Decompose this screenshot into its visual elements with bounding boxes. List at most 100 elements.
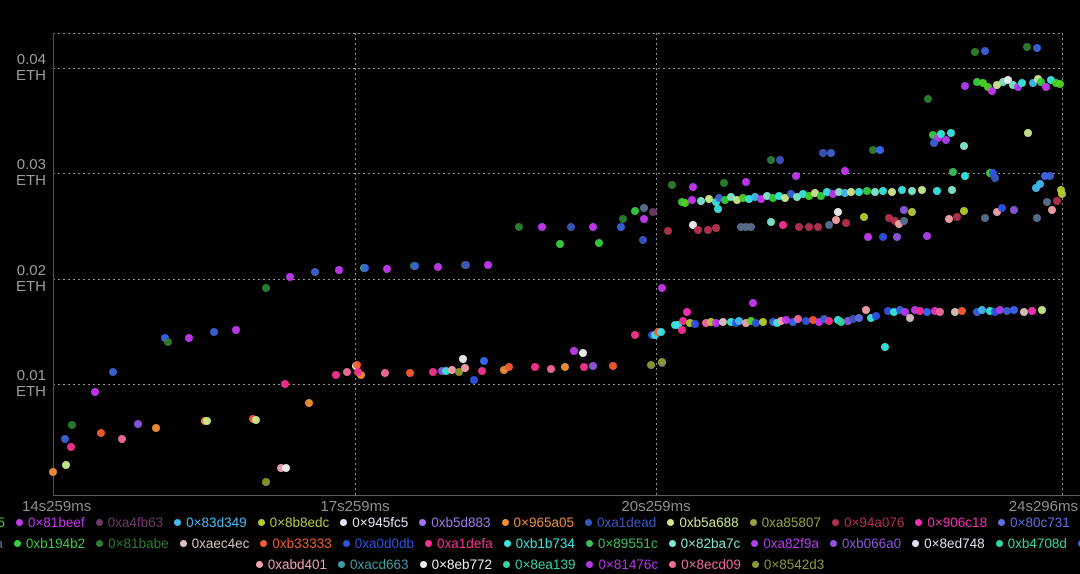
data-point[interactable] — [538, 223, 546, 231]
data-point[interactable] — [751, 193, 759, 201]
data-point[interactable] — [747, 317, 755, 325]
data-point[interactable] — [825, 317, 833, 325]
data-point[interactable] — [951, 308, 959, 316]
legend-item-0x81babe[interactable]: 0×81babe — [96, 536, 169, 551]
data-point[interactable] — [1033, 214, 1041, 222]
data-point[interactable] — [647, 361, 655, 369]
data-point[interactable] — [589, 362, 597, 370]
data-point[interactable] — [769, 194, 777, 202]
data-point[interactable] — [979, 79, 987, 87]
data-point[interactable] — [478, 367, 486, 375]
data-point[interactable] — [999, 78, 1007, 86]
data-point[interactable] — [789, 318, 797, 326]
data-point[interactable] — [1018, 79, 1026, 87]
data-point[interactable] — [862, 306, 870, 314]
data-point[interactable] — [567, 223, 575, 231]
data-point[interactable] — [448, 366, 456, 374]
legend-item-0x945fc5[interactable]: 0×945fc5 — [340, 515, 408, 530]
legend-item-0x8ecd09[interactable]: 0×8ecd09 — [669, 557, 741, 572]
data-point[interactable] — [1047, 76, 1055, 84]
data-point[interactable] — [742, 319, 750, 327]
data-point[interactable] — [936, 308, 944, 316]
data-point[interactable] — [657, 328, 665, 336]
data-point[interactable] — [712, 319, 720, 327]
data-point[interactable] — [210, 328, 218, 336]
data-point[interactable] — [282, 464, 290, 472]
data-point[interactable] — [720, 179, 728, 187]
data-point[interactable] — [960, 142, 968, 150]
data-point[interactable] — [867, 314, 875, 322]
data-point[interactable] — [860, 213, 868, 221]
data-point[interactable] — [802, 317, 810, 325]
data-point[interactable] — [777, 317, 785, 325]
data-point[interactable] — [929, 131, 937, 139]
data-point[interactable] — [343, 368, 351, 376]
legend-item-0x80c731[interactable]: 0×80c731 — [998, 515, 1070, 530]
legend-item-0xa1defa[interactable]: 0xa1defa — [425, 536, 493, 551]
data-point[interactable] — [933, 187, 941, 195]
data-point[interactable] — [640, 204, 648, 212]
data-point[interactable] — [262, 478, 270, 486]
data-point[interactable] — [480, 357, 488, 365]
data-point[interactable] — [742, 178, 750, 186]
data-point[interactable] — [742, 223, 750, 231]
data-point[interactable] — [1033, 44, 1041, 52]
data-point[interactable] — [841, 167, 849, 175]
data-point[interactable] — [1053, 197, 1061, 205]
data-point[interactable] — [1010, 206, 1018, 214]
data-point[interactable] — [686, 319, 694, 327]
data-point[interactable] — [900, 206, 908, 214]
data-point[interactable] — [923, 308, 931, 316]
legend-item-0x978a35[interactable]: 0×978a35 — [0, 515, 5, 530]
data-point[interactable] — [1023, 43, 1031, 51]
data-point[interactable] — [787, 190, 795, 198]
data-point[interactable] — [639, 236, 647, 244]
data-point[interactable] — [712, 224, 720, 232]
data-point[interactable] — [947, 129, 955, 137]
legend-item-0x81beef[interactable]: 0×81beef — [15, 515, 85, 530]
legend-item-0x965a05[interactable]: 0×965a05 — [501, 515, 574, 530]
data-point[interactable] — [930, 139, 938, 147]
data-point[interactable] — [884, 307, 892, 315]
legend-item-0xacd663[interactable]: 0xacd663 — [338, 557, 409, 572]
data-point[interactable] — [844, 317, 852, 325]
data-point[interactable] — [712, 198, 720, 206]
data-point[interactable] — [589, 223, 597, 231]
data-point[interactable] — [782, 316, 790, 324]
data-point[interactable] — [908, 208, 916, 216]
data-point[interactable] — [981, 214, 989, 222]
data-point[interactable] — [357, 371, 365, 379]
data-point[interactable] — [916, 307, 924, 315]
data-point[interactable] — [694, 226, 702, 234]
data-point[interactable] — [893, 233, 901, 241]
data-point[interactable] — [923, 232, 931, 240]
data-point[interactable] — [961, 82, 969, 90]
data-point[interactable] — [906, 314, 914, 322]
data-point[interactable] — [794, 315, 802, 323]
legend-item-0xa0d0db[interactable]: 0xa0d0db — [342, 536, 414, 551]
data-point[interactable] — [721, 196, 729, 204]
data-point[interactable] — [737, 223, 745, 231]
data-point[interactable] — [834, 208, 842, 216]
data-point[interactable] — [429, 368, 437, 376]
data-point[interactable] — [505, 363, 513, 371]
data-point[interactable] — [855, 188, 863, 196]
data-point[interactable] — [631, 331, 639, 339]
data-point[interactable] — [619, 215, 627, 223]
data-point[interactable] — [888, 188, 896, 196]
data-point[interactable] — [799, 190, 807, 198]
data-point[interactable] — [1041, 172, 1049, 180]
data-point[interactable] — [681, 199, 689, 207]
data-point[interactable] — [152, 424, 160, 432]
data-point[interactable] — [461, 364, 469, 372]
data-point[interactable] — [1037, 78, 1045, 86]
data-point[interactable] — [470, 376, 478, 384]
data-point[interactable] — [996, 306, 1004, 314]
data-point[interactable] — [67, 443, 75, 451]
data-point[interactable] — [752, 319, 760, 327]
legend-item-0x82ba7c[interactable]: 0×82ba7c — [668, 536, 740, 551]
data-point[interactable] — [715, 194, 723, 202]
data-point[interactable] — [978, 306, 986, 314]
data-point[interactable] — [998, 204, 1006, 212]
data-point[interactable] — [895, 220, 903, 228]
